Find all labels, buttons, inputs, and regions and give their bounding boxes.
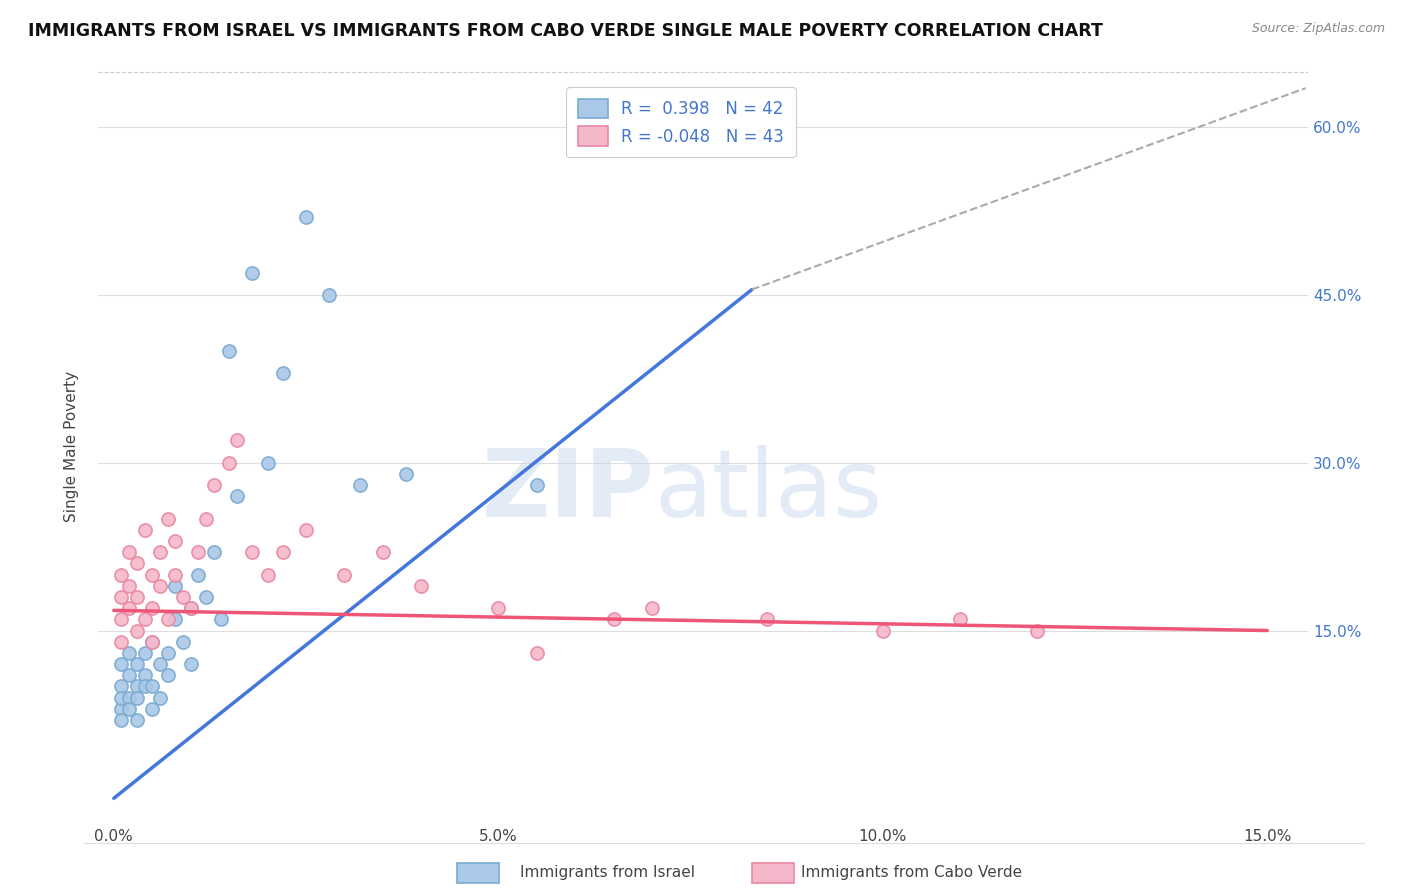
Point <box>110 590 132 604</box>
Point <box>125 680 148 694</box>
Point <box>180 657 202 671</box>
Point <box>134 680 156 694</box>
Point <box>125 690 148 705</box>
Point <box>187 545 209 559</box>
Point <box>141 680 163 694</box>
Point <box>149 690 172 705</box>
Legend: R =  0.398   N = 42, R = -0.048   N = 43: R = 0.398 N = 42, R = -0.048 N = 43 <box>567 87 796 157</box>
Point <box>125 590 148 604</box>
Point <box>118 702 141 716</box>
Point <box>180 601 202 615</box>
Point <box>118 601 141 615</box>
Point <box>125 624 148 638</box>
Point <box>641 601 664 615</box>
Point <box>411 579 433 593</box>
Point <box>240 266 263 280</box>
Point <box>134 523 156 537</box>
Point <box>172 590 194 604</box>
Text: Immigrants from Cabo Verde: Immigrants from Cabo Verde <box>801 865 1022 880</box>
Point <box>486 601 509 615</box>
Point <box>141 601 163 615</box>
Point <box>110 567 132 582</box>
Point <box>333 567 356 582</box>
Point <box>872 624 894 638</box>
Point <box>110 713 132 727</box>
Point <box>195 511 218 525</box>
Point <box>256 567 278 582</box>
Text: Immigrants from Israel: Immigrants from Israel <box>520 865 695 880</box>
Point <box>211 612 233 626</box>
Text: IMMIGRANTS FROM ISRAEL VS IMMIGRANTS FROM CABO VERDE SINGLE MALE POVERTY CORRELA: IMMIGRANTS FROM ISRAEL VS IMMIGRANTS FRO… <box>28 22 1102 40</box>
Point <box>134 612 156 626</box>
Point <box>141 567 163 582</box>
Point <box>395 467 418 481</box>
Point <box>256 456 278 470</box>
Point <box>202 545 225 559</box>
Point <box>141 634 163 648</box>
Point <box>202 478 225 492</box>
Point <box>602 612 624 626</box>
Point <box>118 545 141 559</box>
Point <box>172 634 194 648</box>
Point <box>118 579 141 593</box>
Point <box>134 646 156 660</box>
Point <box>526 646 548 660</box>
Point <box>371 545 394 559</box>
Point <box>156 668 179 682</box>
Point <box>180 601 202 615</box>
Point <box>149 579 172 593</box>
Point <box>110 657 132 671</box>
Point <box>218 456 240 470</box>
Point <box>125 713 148 727</box>
Y-axis label: Single Male Poverty: Single Male Poverty <box>65 370 79 522</box>
Point <box>125 657 148 671</box>
Point <box>165 567 187 582</box>
Point <box>271 367 294 381</box>
Point <box>110 702 132 716</box>
Point <box>949 612 972 626</box>
Point <box>165 534 187 549</box>
Point <box>756 612 779 626</box>
Text: atlas: atlas <box>655 445 883 537</box>
Point <box>271 545 294 559</box>
Point <box>118 668 141 682</box>
Point <box>149 657 172 671</box>
Point <box>118 646 141 660</box>
Point <box>110 680 132 694</box>
Point <box>526 478 548 492</box>
Point <box>240 545 263 559</box>
Point <box>295 210 318 224</box>
Point <box>165 579 187 593</box>
Point <box>318 288 340 302</box>
Point <box>165 612 187 626</box>
Point <box>195 590 218 604</box>
Point <box>225 489 247 503</box>
Point <box>110 612 132 626</box>
Point <box>295 523 318 537</box>
Point <box>1025 624 1047 638</box>
Point <box>118 690 141 705</box>
Point <box>149 545 172 559</box>
Text: Source: ZipAtlas.com: Source: ZipAtlas.com <box>1251 22 1385 36</box>
Text: ZIP: ZIP <box>482 445 655 537</box>
Point <box>156 612 179 626</box>
Point <box>141 634 163 648</box>
Point <box>110 634 132 648</box>
Point <box>218 343 240 358</box>
Point <box>349 478 371 492</box>
Point <box>134 668 156 682</box>
Point <box>110 690 132 705</box>
Point <box>187 567 209 582</box>
Point <box>141 702 163 716</box>
Point <box>156 511 179 525</box>
Point <box>156 646 179 660</box>
Point <box>225 434 247 448</box>
Point <box>125 557 148 571</box>
